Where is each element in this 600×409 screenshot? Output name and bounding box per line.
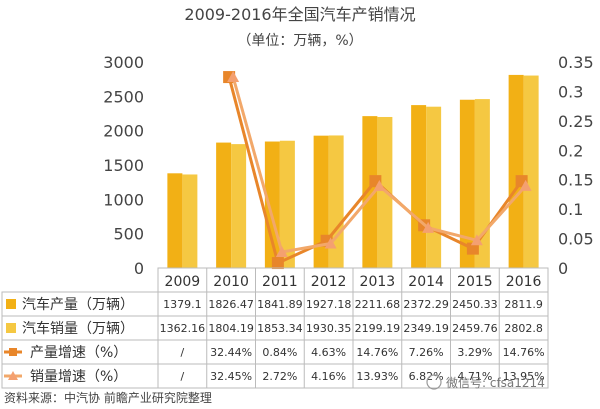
table-cell-value: 1379.1 — [163, 298, 202, 311]
production-growth-marker — [466, 242, 479, 255]
y-right-tick-label: 0.15 — [558, 171, 594, 190]
table-row-label: 汽车产量（万辆） — [22, 296, 134, 313]
table-row — [1, 363, 549, 389]
y-right-tick-label: 0.25 — [558, 112, 594, 131]
table-cell-value: 4.16% — [311, 370, 346, 383]
bar-production — [508, 74, 524, 268]
table-cell-value: 2459.76 — [452, 322, 498, 335]
y-left-tick-label: 500 — [113, 225, 144, 244]
y-left-tick-label: 0 — [134, 259, 144, 278]
table-cell-value: 2211.68 — [355, 298, 401, 311]
wechat-watermark: 微信号: cfsa1214 — [426, 374, 545, 390]
bar-production — [216, 142, 232, 268]
bar-production — [264, 141, 280, 268]
sales-growth-marker — [373, 180, 386, 192]
chart-title: 2009-2016年全国汽车产销情况 — [184, 5, 415, 24]
table-cell-value: / — [181, 370, 185, 383]
y-left-tick-label: 2000 — [103, 122, 144, 141]
bar-sales — [523, 75, 539, 268]
y-right-tick-label: 0.1 — [558, 200, 583, 219]
legend-swatch — [6, 323, 16, 333]
table-row-label: 销量增速（%） — [30, 369, 127, 385]
sales-growth-marker — [275, 245, 288, 257]
table-cell-value: / — [181, 346, 185, 359]
table-cell-value: 1841.89 — [257, 298, 303, 311]
sales-growth-marker — [519, 179, 532, 191]
table-cell-value: 2.72% — [262, 370, 297, 383]
table-cell-value: 4.71% — [457, 370, 492, 383]
bar-production — [362, 116, 378, 268]
table-cell-value: 2802.8 — [504, 322, 543, 335]
legend-marker — [8, 371, 18, 380]
bar-sales — [426, 106, 442, 268]
legend-marker — [9, 348, 17, 356]
sales-growth-marker — [422, 221, 435, 233]
table-cell-value: 6.82% — [409, 370, 444, 383]
bar-production — [459, 99, 475, 268]
table-cell-value: 2199.19 — [355, 322, 401, 335]
plot-area: 0 500 1000 1500 2000 2500 3000 0 0.05 0.1 0.15 0.2 0… — [103, 53, 593, 278]
legend-swatch — [6, 299, 16, 309]
table-cell-value: 14.76% — [503, 346, 545, 359]
table-cell-value: 0.84% — [262, 346, 297, 359]
table-cell-value: 13.93% — [356, 370, 398, 383]
bar-production — [411, 105, 427, 268]
table-cell-value: 32.45% — [210, 370, 252, 383]
table-year-label: 2009 — [165, 274, 201, 290]
table-cell-value: 4.63% — [311, 346, 346, 359]
table-row-label: 产量增速（%） — [30, 345, 127, 361]
sales-growth-marker — [227, 71, 240, 83]
production-growth-marker — [271, 257, 284, 270]
table-cell-value: 2811.9 — [504, 298, 543, 311]
sales-growth-marker — [324, 237, 337, 249]
table-year-label: 2016 — [506, 274, 542, 290]
y-left-tick-label: 2500 — [103, 87, 144, 106]
table-cell-value: 13.95% — [503, 370, 545, 383]
table-cell-value: 2372.29 — [403, 298, 449, 311]
table-cell-value: 1930.35 — [306, 322, 352, 335]
table-cell-value: 32.44% — [210, 346, 252, 359]
table-cell-value: 2349.19 — [403, 322, 449, 335]
sales-growth-marker — [470, 234, 483, 246]
table-year-label: 2011 — [262, 274, 298, 290]
bar-sales — [474, 99, 490, 268]
table-row-label: 汽车销量（万辆） — [22, 320, 134, 337]
y-right-tick-label: 0.05 — [558, 230, 594, 249]
table-cell-value: 2450.33 — [452, 298, 498, 311]
y-left-tick-label: 1000 — [103, 190, 144, 209]
table-cell-value: 1826.47 — [208, 298, 254, 311]
table-cell-value: 14.76% — [356, 346, 398, 359]
table-year-label: 2010 — [213, 274, 249, 290]
table-year-label: 2013 — [360, 274, 396, 290]
bar-sales — [231, 144, 247, 268]
table-year-label: 2012 — [311, 274, 347, 290]
y-right-tick-label: 0.2 — [558, 141, 583, 160]
chart-subtitle: （单位：万辆，%） — [237, 33, 362, 49]
data-table: 2009 2010 2011 2012 2013 2014 2015 2016 汽车产量（万辆）… — [1, 267, 549, 389]
bar-sales — [279, 140, 295, 268]
table-cell-value: 1853.34 — [257, 322, 303, 335]
y-right-tick-label: 0 — [558, 259, 568, 278]
y-right-tick-label: 0.3 — [558, 82, 583, 101]
watermark-text: 微信号: cfsa1214 — [446, 376, 545, 390]
table-cell-value: 1362.16 — [160, 322, 206, 335]
wechat-icon — [426, 374, 442, 390]
table-year-label: 2014 — [408, 274, 444, 290]
table-year-label: 2015 — [457, 274, 493, 290]
source-note: 资料来源：中汽协 前瞻产业研究院整理 — [4, 390, 212, 405]
table-cell-value: 1927.18 — [306, 298, 352, 311]
bar-sales — [182, 174, 198, 268]
y-left-tick-label: 3000 — [103, 53, 144, 72]
table-cell-value: 7.26% — [409, 346, 444, 359]
table-cell-value: 1804.19 — [208, 322, 254, 335]
y-right-tick-label: 0.35 — [558, 53, 594, 72]
y-left-tick-label: 1500 — [103, 156, 144, 175]
bar-production — [167, 173, 183, 268]
table-cell-value: 3.29% — [457, 346, 492, 359]
